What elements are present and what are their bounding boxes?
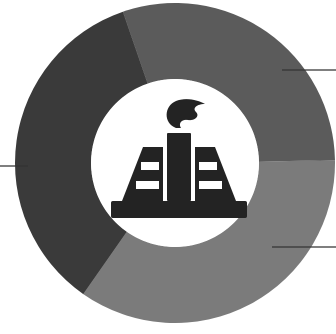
donut-ring — [15, 2, 335, 323]
oil-refinery-flame-icon — [111, 99, 247, 218]
donut-segment-left — [15, 11, 148, 295]
donut-segment-bottom — [83, 160, 335, 323]
donut-segment-top-right — [122, 2, 335, 162]
leader-lines — [0, 69, 336, 248]
